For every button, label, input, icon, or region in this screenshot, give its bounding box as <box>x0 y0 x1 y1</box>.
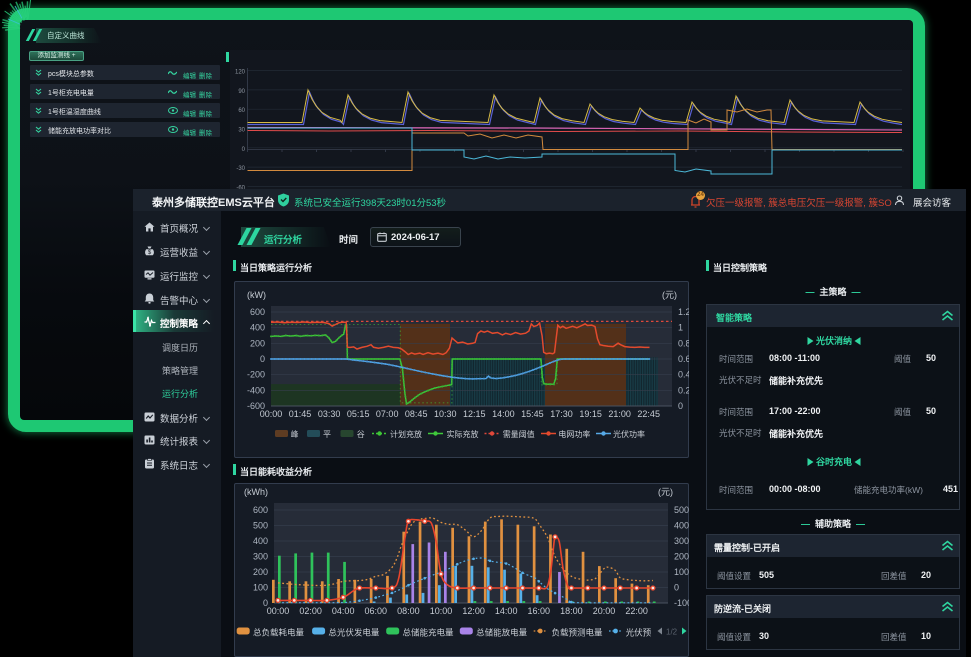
svg-text:60: 60 <box>238 108 245 114</box>
svg-text:19:15: 19:15 <box>579 409 602 419</box>
svg-text:(元): (元) <box>662 290 677 300</box>
svg-text:07:00: 07:00 <box>376 409 399 419</box>
svg-text:00:00: 00:00 <box>267 606 290 616</box>
svg-text:0: 0 <box>260 354 265 364</box>
svg-text:30: 30 <box>238 128 245 134</box>
svg-text:120: 120 <box>235 70 246 76</box>
svg-text:总光伏发电量: 总光伏发电量 <box>328 628 380 638</box>
svg-text:0: 0 <box>678 401 683 411</box>
svg-text:100: 100 <box>674 567 689 577</box>
svg-text:400: 400 <box>250 323 265 333</box>
svg-text:(kWh): (kWh) <box>244 487 268 497</box>
svg-text:-600: -600 <box>247 401 265 411</box>
svg-text:0.4: 0.4 <box>678 370 689 380</box>
svg-text:1.2: 1.2 <box>678 307 689 317</box>
svg-text:500: 500 <box>253 521 268 531</box>
svg-text:400: 400 <box>253 536 268 546</box>
svg-text:-200: -200 <box>247 370 265 380</box>
svg-text:20:00: 20:00 <box>593 606 616 616</box>
svg-text:1/2: 1/2 <box>666 628 678 637</box>
svg-text:05:15: 05:15 <box>347 409 370 419</box>
svg-text:10:30: 10:30 <box>434 409 457 419</box>
svg-text:计划充放: 计划充放 <box>390 429 422 439</box>
svg-text:总储能放电量: 总储能放电量 <box>476 628 528 638</box>
svg-text:1: 1 <box>678 323 683 333</box>
svg-text:需量阈值: 需量阈值 <box>503 429 535 439</box>
svg-text:$: $ <box>148 250 152 256</box>
svg-text:17:30: 17:30 <box>550 409 573 419</box>
svg-text:-100: -100 <box>674 598 689 608</box>
svg-text:总储能充电量: 总储能充电量 <box>403 628 455 638</box>
svg-text:0.8: 0.8 <box>678 338 689 348</box>
svg-text:10:00: 10:00 <box>430 606 453 616</box>
svg-text:-30: -30 <box>236 166 245 172</box>
svg-text:01:45: 01:45 <box>289 409 312 419</box>
svg-text:峰: 峰 <box>291 429 299 439</box>
svg-text:500: 500 <box>674 505 689 515</box>
svg-text:100: 100 <box>253 583 268 593</box>
svg-text:90: 90 <box>238 89 245 95</box>
svg-text:(kW): (kW) <box>247 290 266 300</box>
svg-text:0: 0 <box>242 147 246 153</box>
svg-text:0: 0 <box>263 598 268 608</box>
svg-text:14:00: 14:00 <box>495 606 518 616</box>
svg-text:14:00: 14:00 <box>492 409 515 419</box>
svg-text:电网功率: 电网功率 <box>558 429 590 439</box>
svg-text:200: 200 <box>674 552 689 562</box>
svg-text:16:00: 16:00 <box>528 606 551 616</box>
svg-text:08:45: 08:45 <box>405 409 428 419</box>
svg-text:300: 300 <box>674 536 689 546</box>
svg-text:200: 200 <box>253 567 268 577</box>
svg-text:03:30: 03:30 <box>318 409 341 419</box>
svg-text:600: 600 <box>250 307 265 317</box>
svg-text:18:00: 18:00 <box>560 606 583 616</box>
svg-text:实际充放: 实际充放 <box>447 429 479 439</box>
svg-text:12:00: 12:00 <box>462 606 485 616</box>
svg-text:-400: -400 <box>247 385 265 395</box>
svg-text:02:00: 02:00 <box>299 606 322 616</box>
svg-text:400: 400 <box>674 521 689 531</box>
svg-text:(元): (元) <box>658 487 673 497</box>
svg-text:谷: 谷 <box>357 430 365 439</box>
svg-text:平: 平 <box>323 430 331 439</box>
svg-text:负载预测电量: 负载预测电量 <box>552 628 604 638</box>
svg-text:0.2: 0.2 <box>678 385 689 395</box>
svg-text:00:00: 00:00 <box>260 409 283 419</box>
svg-text:200: 200 <box>250 338 265 348</box>
svg-text:300: 300 <box>253 552 268 562</box>
svg-text:22:45: 22:45 <box>637 409 660 419</box>
svg-text:12:15: 12:15 <box>463 409 486 419</box>
svg-text:600: 600 <box>253 505 268 515</box>
svg-text:04:00: 04:00 <box>332 606 355 616</box>
svg-text:光伏功率: 光伏功率 <box>613 429 645 439</box>
svg-text:06:00: 06:00 <box>365 606 388 616</box>
svg-text:21:00: 21:00 <box>608 409 631 419</box>
svg-text:0: 0 <box>674 583 679 593</box>
svg-text:15:45: 15:45 <box>521 409 544 419</box>
svg-text:-60: -60 <box>236 185 245 190</box>
svg-text:光伏预: 光伏预 <box>626 628 652 638</box>
svg-text:22:00: 22:00 <box>625 606 648 616</box>
svg-text:08:00: 08:00 <box>397 606 420 616</box>
svg-text:0.6: 0.6 <box>678 354 689 364</box>
svg-text:总负载耗电量: 总负载耗电量 <box>253 628 305 638</box>
